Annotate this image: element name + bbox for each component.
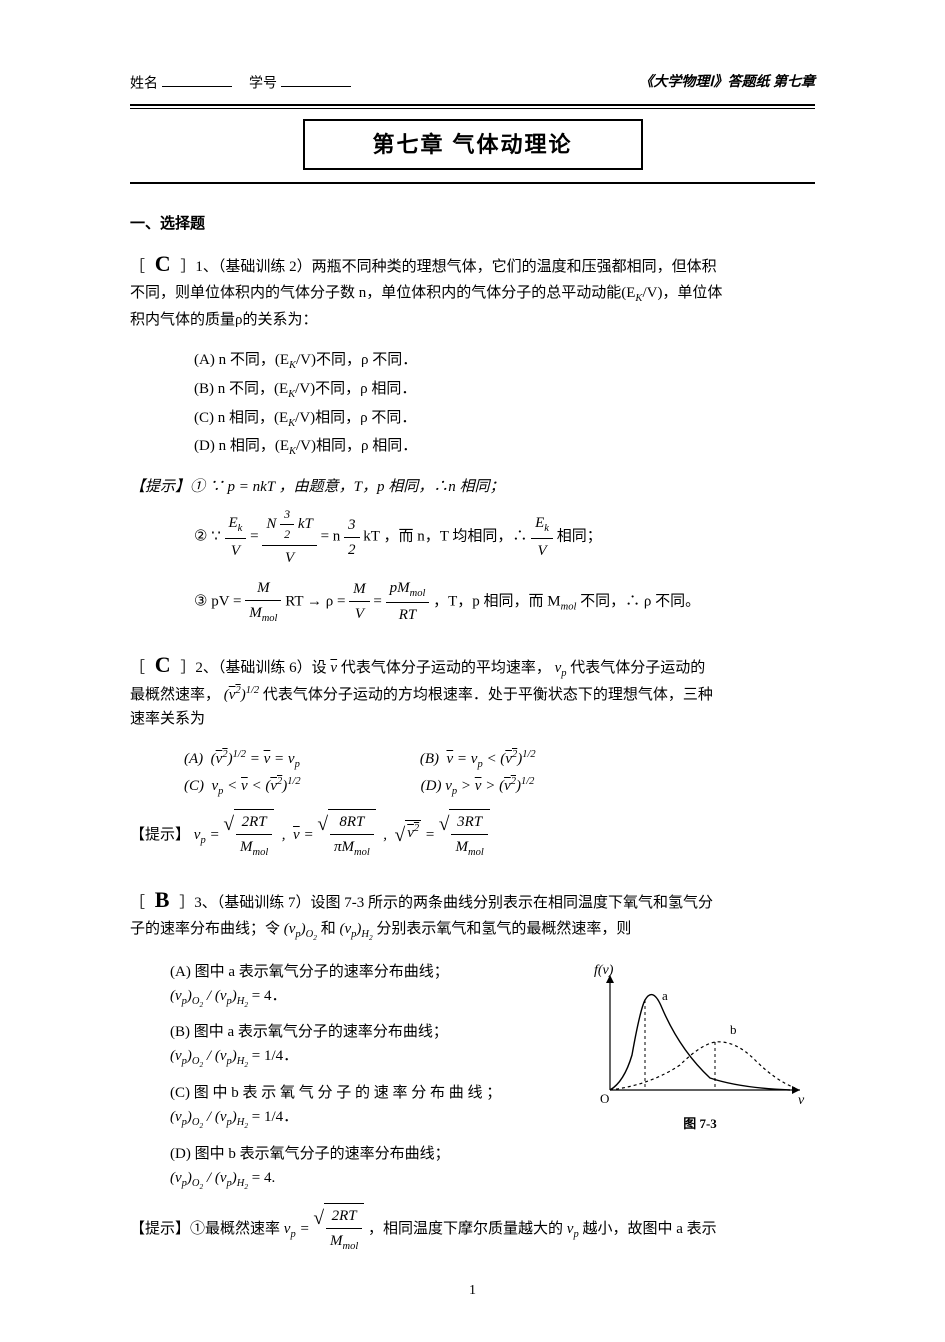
chapter-title: 第七章 气体动理论 [303,119,643,170]
q1h2c: 相同； [557,529,602,545]
q1-opt-b: (B) n 不同，(EK/V)不同，ρ 相同． [194,377,815,404]
q3s2: 子的速率分布曲线；令 [130,921,280,937]
q1-hint-3: ③ pV = MMmol RT → ρ = MV = pMmolRT ，T，p … [194,576,815,628]
name-blank [162,72,232,87]
question-3: ［ B ］3、（基础训练 7）设图 7-3 所示的两条曲线分别表示在相同温度下氧… [130,882,815,944]
rule-mid [130,108,815,109]
bracket-open: ［ [130,895,145,911]
header-right: 《大学物理Ⅰ》答题纸 第七章 [639,72,815,96]
xlabel: v [798,1093,805,1108]
q2-opt-c: (C) vp < v < (v2)1/2 [184,774,301,801]
curve-b [610,1041,795,1089]
origin-label: O [600,1091,609,1106]
q1-stem-2b: /V)，单位体 [642,285,722,301]
sub-k: K [289,446,296,457]
q2-row1: (A) (v2)1/2 = v = vp (B) v = vp < (v2)1/… [184,747,815,774]
q3hb: ，相同温度下摩尔质量越大的 [368,1221,563,1237]
q1d-2: /V)相同，ρ 相同． [296,438,417,454]
q3s4: 分别表示氧气和氢气的最概然速率，则 [376,921,631,937]
q3c2: = 1/4． [248,1109,298,1125]
q3ha: 【提示】①最概然速率 [130,1221,280,1237]
id-label: 学号 [249,76,277,91]
q1h3b: RT → ρ = [285,593,345,609]
curve-a [610,994,790,1089]
q3-hint: 【提示】①最概然速率 vp = 2RTMmol ，相同温度下摩尔质量越大的 vp… [130,1203,815,1256]
q1-stem-3: 积内气体的质量ρ的关系为： [130,312,318,328]
q2-opt-a: (A) (v2)1/2 = v = vp [184,747,300,774]
page-header: 姓名 学号 《大学物理Ⅰ》答题纸 第七章 [130,72,815,96]
q1-hint-2: ② ∵ EkV = N 32 kTV = n 32 kT ，而 n，T 均相同，… [194,505,815,569]
q1-opt-d: (D) n 相同，(EK/V)相同，ρ 相同． [194,434,815,461]
q3-opt-b: (B) 图中 a 表示氧气分子的速率分布曲线； (vp)O2 / (vp)H2 … [170,1020,565,1071]
q1h3d: 不同，∴ ρ 不同。 [576,593,700,609]
q2s1: ］2、（基础训练 6）设 [180,660,326,676]
q1a-1: (A) n 不同，(E [194,352,289,368]
q2s4: 最概然速率， [130,687,220,703]
question-1: ［ C ］1、（基础训练 2）两瓶不同种类的理想气体，它们的温度和压强都相同，但… [130,246,815,332]
q1-hint-1: 【提示】① ∵ p = nkT ，由题意，T，p 相同，∴n 相同； [130,475,815,499]
q2s2: 代表气体分子运动的平均速率， [341,660,551,676]
q1c-2: /V)相同，ρ 不同． [295,410,416,426]
q1b-2: /V)不同，ρ 相同． [295,381,416,397]
q3b: (B) 图中 a 表示氧气分子的速率分布曲线； [170,1024,448,1040]
q3d: (D) 图中 b 表示氧气分子的速率分布曲线； [170,1146,450,1162]
q3-opt-c: (C) 图 中 b 表 示 氧 气 分 子 的 速 率 分 布 曲 线 ； (v… [170,1081,565,1132]
figure-caption: 图 7-3 [585,1114,815,1135]
q2-row2: (C) vp < v < (v2)1/2 (D) vp > v > (v2)1/… [184,774,815,801]
curve-b-label: b [730,1022,737,1037]
answer-letter: C [149,251,177,276]
q3-opt-d: (D) 图中 b 表示氧气分子的速率分布曲线； (vp)O2 / (vp)H2 … [170,1142,565,1193]
q1a-2: /V)不同，ρ 不同． [296,352,417,368]
q1d-1: (D) n 相同，(E [194,438,289,454]
answer-letter: B [149,887,176,912]
q2-hint: 【提示】 vp = 2RTMmol , v = 8RTπMmol , v2 = … [130,809,815,862]
q1-stem-2: 不同，则单位体积内的气体分子数 n，单位体积内的气体分子的总平动动能(E [130,285,635,301]
q1h3a: ③ pV = [194,593,241,609]
q2s5: 代表气体分子运动的方均根速率．处于平衡状态下的理想气体，三种 [263,687,713,703]
q1h2a: ② ∵ [194,529,221,545]
sub-k: K [289,360,296,371]
q2s3: 代表气体分子运动的 [570,660,705,676]
ylabel: f(v) [594,963,614,978]
q1b-1: (B) n 不同，(E [194,381,288,397]
q3a: (A) 图中 a 表示氧气分子的速率分布曲线； [170,964,449,980]
q1-opt-c: (C) n 相同，(EK/V)相同，ρ 不同． [194,406,815,433]
q3d2: = 4. [248,1170,275,1186]
q3a2: = 4． [248,988,286,1004]
header-left: 姓名 学号 [130,72,351,96]
bracket-open: ［ [130,660,145,676]
q2-opt-b: (B) v = vp < (v2)1/2 [420,747,536,774]
q1c-1: (C) n 相同，(E [194,410,288,426]
q1-options: (A) n 不同，(EK/V)不同，ρ 不同． (B) n 不同，(EK/V)不… [194,348,815,461]
section-heading: 一、选择题 [130,212,815,236]
curve-a-label: a [662,988,668,1003]
rule-top [130,104,815,106]
q3-opt-a: (A) 图中 a 表示氧气分子的速率分布曲线； (vp)O2 / (vp)H2 … [170,960,565,1011]
q3-body: (A) 图中 a 表示氧气分子的速率分布曲线； (vp)O2 / (vp)H2 … [130,960,815,1193]
page-number: 1 [130,1280,815,1302]
bracket-open: ［ [130,259,145,275]
q3c: (C) 图 中 b 表 示 氧 气 分 子 的 速 率 分 布 曲 线 ； [170,1085,501,1101]
q2-opt-d: (D) vp > v > (v2)1/2 [421,774,535,801]
name-label: 姓名 [130,76,158,91]
rule-bot [130,182,815,184]
q3b2: = 1/4． [248,1048,298,1064]
question-2: ［ C ］2、（基础训练 6）设 v 代表气体分子运动的平均速率， vp 代表气… [130,647,815,731]
q3s3: 和 [321,921,340,937]
q3s1: ］3、（基础训练 7）设图 7-3 所示的两条曲线分别表示在相同温度下氧气和氢气… [179,895,713,911]
q3-options: (A) 图中 a 表示氧气分子的速率分布曲线； (vp)O2 / (vp)H2 … [170,960,565,1193]
q1h3c: ，T，p 相同，而 M [433,593,561,609]
q2-hint-label: 【提示】 [130,827,190,843]
q1-stem-1: ］1、（基础训练 2）两瓶不同种类的理想气体，它们的温度和压强都相同，但体积 [180,259,716,275]
q3-figure: f(v) v O a b 图 7-3 [585,960,815,1135]
q2s6: 速率关系为 [130,711,205,727]
id-blank [281,72,351,87]
answer-letter: C [149,652,177,677]
speed-distribution-chart: f(v) v O a b [590,960,810,1110]
q1-opt-a: (A) n 不同，(EK/V)不同，ρ 不同． [194,348,815,375]
q3hc: 越小，故图中 a 表示 [582,1221,716,1237]
q1h2b: ，而 n，T 均相同，∴ [383,529,527,545]
